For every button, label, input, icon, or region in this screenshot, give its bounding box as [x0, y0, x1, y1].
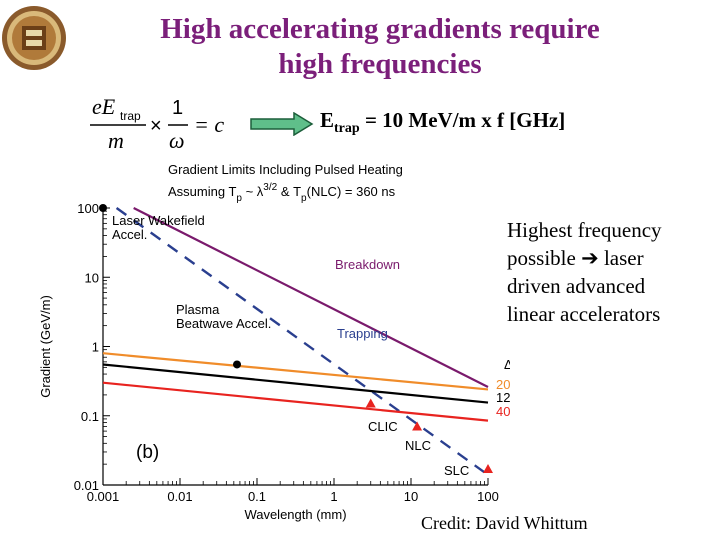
title-line-1: High accelerating gradients require — [160, 13, 600, 45]
side-note-line-4: linear accelerators — [507, 302, 661, 326]
series-line-t40 — [102, 381, 489, 422]
eq-numerator-sub: trap — [120, 109, 141, 123]
eq-equals-c: = c — [194, 112, 224, 137]
x-tick-label: 0.1 — [248, 489, 266, 504]
x-tick-label: 0.001 — [87, 489, 120, 504]
point-label-laser: Laser Wakefield — [112, 213, 205, 228]
series-label-t40: 40 C — [496, 404, 510, 419]
trap-equation: eE trap m × 1 ω = c — [90, 94, 224, 153]
y-tick-label: 0.01 — [74, 478, 99, 493]
eq-denominator-m: m — [108, 128, 124, 153]
title-line-2: high frequencies — [278, 48, 482, 80]
chart-title-2e: (NLC) = 360 ns — [307, 184, 396, 199]
panel-label: (b) — [136, 442, 159, 463]
x-tick-label: 10 — [404, 489, 418, 504]
side-note-line-3: driven advanced — [507, 274, 646, 298]
series-line-t120 — [102, 363, 489, 404]
point-label-clic: CLIC — [368, 419, 398, 434]
series-line-t200 — [102, 352, 489, 391]
side-note: Highest frequency possible ➔ laser drive… — [507, 216, 712, 328]
chart-title-2c: 3/2 — [263, 182, 277, 193]
point-label-plasma: Beatwave Accel. — [176, 316, 271, 331]
etrap-relation: Etrap = 10 MeV/m x f [GHz] — [320, 108, 565, 137]
chart-title-line-2: Assuming Tp ~ λ3/2 & Tp(NLC) = 360 ns — [168, 182, 396, 204]
chart-title: Gradient Limits Including Pulsed Heating… — [168, 162, 403, 204]
point-label-slc: SLC — [444, 463, 469, 478]
point-nlc — [412, 421, 423, 431]
chart-title-2d: & T — [277, 184, 301, 199]
etrap-rest: = 10 MeV/m x f [GHz] — [359, 108, 566, 132]
arrow-right-icon: ➔ — [581, 246, 599, 270]
point-clic — [365, 398, 376, 408]
chart-title-sub-p1: p — [236, 193, 242, 204]
eq-one: 1 — [172, 97, 183, 119]
etrap-prefix: E — [320, 108, 335, 132]
side-note-line-2: possible ➔ laser — [507, 244, 712, 272]
series-line-trapping — [115, 207, 489, 476]
credit-text: Credit: David Whittum — [421, 513, 588, 533]
right-arrow-icon — [250, 112, 314, 136]
eq-times: × — [150, 115, 162, 137]
chart-title-2a: Assuming T — [168, 184, 236, 199]
x-tick-label: 0.01 — [167, 489, 192, 504]
gradient-limits-chart: Gradient Limits Including Pulsed Heating… — [38, 162, 510, 522]
x-tick-label: 100 — [477, 489, 499, 504]
point-laser — [99, 204, 107, 212]
side-note-laser: laser — [603, 246, 644, 270]
point-slc — [483, 464, 493, 474]
side-note-line-1: Highest frequency — [507, 218, 662, 242]
delta-t-label: ΔT — [504, 357, 510, 372]
y-tick-label: 10 — [85, 270, 99, 285]
university-seal-icon — [2, 6, 66, 70]
chart-title-line-1: Gradient Limits Including Pulsed Heating — [168, 162, 403, 177]
eq-omega: ω — [169, 128, 185, 153]
point-label-nlc: NLC — [405, 438, 431, 453]
series-line-breakdown — [133, 207, 489, 388]
y-axis-label: Gradient (GeV/m) — [38, 295, 53, 398]
series-label-trapping: Trapping — [337, 326, 388, 341]
point-plasma — [233, 360, 242, 369]
y-tick-label: 0.1 — [81, 409, 99, 424]
series-label-breakdown: Breakdown — [335, 257, 400, 272]
y-tick-label: 100 — [77, 201, 99, 216]
series-label-t120: 120 C — [496, 390, 510, 405]
etrap-subscript: trap — [334, 121, 360, 137]
series-label-t200: 200 C — [496, 377, 510, 392]
x-axis-label: Wavelength (mm) — [244, 507, 346, 522]
point-label-laser: Accel. — [112, 227, 147, 242]
chart-title-sub-p2: p — [301, 193, 307, 204]
slide-title: High accelerating gradients require high… — [120, 12, 640, 82]
chart-title-2b: ~ λ — [242, 184, 264, 199]
x-tick-label: 1 — [330, 489, 337, 504]
side-note-possible: possible — [507, 246, 576, 270]
y-tick-label: 1 — [92, 340, 99, 355]
eq-numerator-e: eE — [92, 94, 116, 119]
point-label-plasma: Plasma — [176, 302, 220, 317]
